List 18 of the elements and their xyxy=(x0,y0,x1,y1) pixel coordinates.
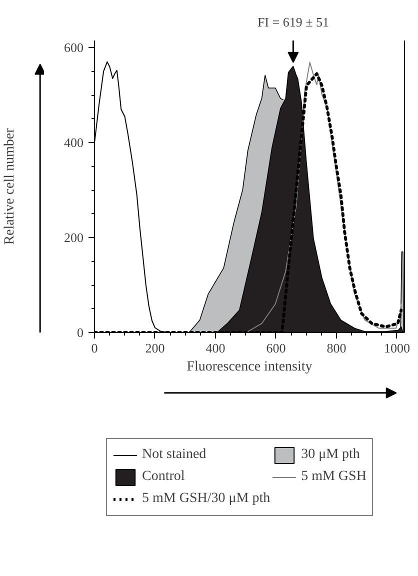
y-tick-label: 0 xyxy=(77,325,84,340)
x-tick-label: 200 xyxy=(145,340,165,356)
legend-label: Control xyxy=(142,469,185,485)
y-tick-label: 200 xyxy=(64,230,84,246)
y-tick-label: 600 xyxy=(64,40,84,56)
x-tick-label: 600 xyxy=(266,340,286,356)
legend-label: Not stained xyxy=(142,447,206,463)
x-axis-title: Fluorescence intensity xyxy=(186,360,312,374)
annotation: FI = 619 ± 51 xyxy=(257,14,329,30)
y-tick-label: 400 xyxy=(64,135,84,150)
legend-label: 30 μM pth xyxy=(301,447,360,463)
legend-label: 5 mM GSH xyxy=(301,469,366,485)
x-tick-label: 400 xyxy=(206,340,226,356)
legend-label: 5 mM GSH/30 μM pth xyxy=(142,491,270,507)
y-axis-title: Relative cell number xyxy=(2,128,18,245)
x-tick-label: 0 xyxy=(91,340,98,356)
x-tick-label: 800 xyxy=(326,340,346,356)
x-tick-label: 1000 xyxy=(384,340,410,356)
